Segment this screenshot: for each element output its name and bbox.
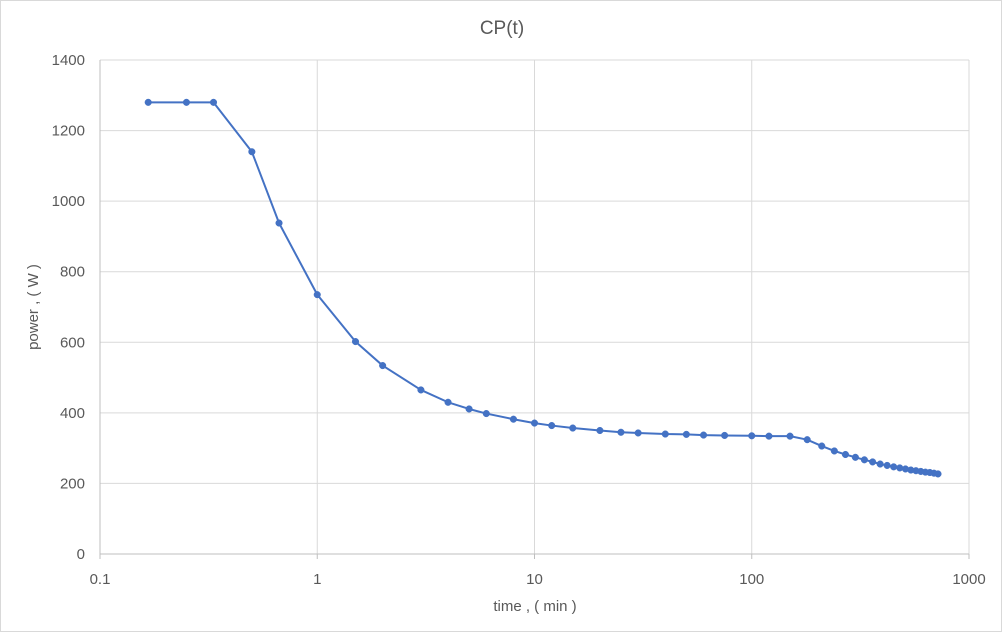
y-tick-label: 1000 [52, 193, 85, 210]
data-point [634, 429, 642, 437]
y-tick-label: 400 [60, 405, 85, 422]
data-point [934, 470, 942, 478]
data-point [883, 461, 891, 469]
data-point [379, 362, 387, 370]
series-line [148, 101, 939, 475]
x-tick-label: 0.1 [90, 571, 111, 588]
data-point [803, 436, 811, 444]
data-point [248, 148, 256, 156]
data-series [144, 98, 942, 478]
y-axis-title: power , ( W ) [25, 264, 42, 350]
data-point [509, 415, 517, 423]
data-point [876, 460, 884, 468]
data-point [765, 432, 773, 440]
data-point [417, 386, 425, 394]
chart-title: CP(t) [480, 18, 524, 39]
y-tick-label: 1400 [52, 52, 85, 69]
data-point [351, 338, 360, 346]
data-point [860, 456, 868, 464]
data-point [209, 98, 218, 106]
data-point [890, 463, 898, 471]
data-point [444, 398, 452, 406]
x-tick-label: 100 [739, 571, 764, 588]
data-point [661, 430, 669, 438]
y-tick-labels: 0 200 400 600 800 1000 1200 1400 [52, 52, 85, 563]
x-tick-label: 1000 [952, 571, 985, 588]
x-tick-labels: 0.1 1 10 100 1000 [90, 571, 986, 588]
data-point [851, 453, 859, 461]
x-tick-label: 1 [313, 571, 321, 588]
data-point [786, 432, 794, 440]
x-tick-label: 10 [526, 571, 543, 588]
data-point [144, 98, 152, 106]
data-point [530, 419, 539, 427]
data-point [682, 430, 690, 438]
data-point [182, 98, 191, 106]
data-point [869, 458, 877, 466]
data-point [482, 410, 490, 418]
data-point [548, 422, 556, 430]
y-tick-label: 1200 [52, 123, 85, 140]
data-point [569, 424, 577, 432]
data-point [617, 428, 625, 436]
grid-lines [100, 59, 970, 554]
data-point [748, 432, 756, 440]
y-tick-label: 0 [77, 546, 85, 563]
data-point [465, 405, 473, 413]
data-point [818, 442, 826, 450]
data-point [313, 291, 321, 299]
data-point [275, 219, 283, 227]
y-tick-label: 200 [60, 475, 85, 492]
data-point [721, 431, 729, 439]
y-tick-label: 800 [60, 264, 85, 281]
data-point [841, 450, 850, 459]
x-axis-title: time , ( min ) [493, 598, 576, 615]
y-tick-label: 600 [60, 334, 85, 351]
data-point [596, 426, 604, 435]
data-point [896, 464, 904, 472]
axes [99, 60, 970, 559]
data-point [700, 431, 708, 439]
data-point [830, 447, 838, 455]
